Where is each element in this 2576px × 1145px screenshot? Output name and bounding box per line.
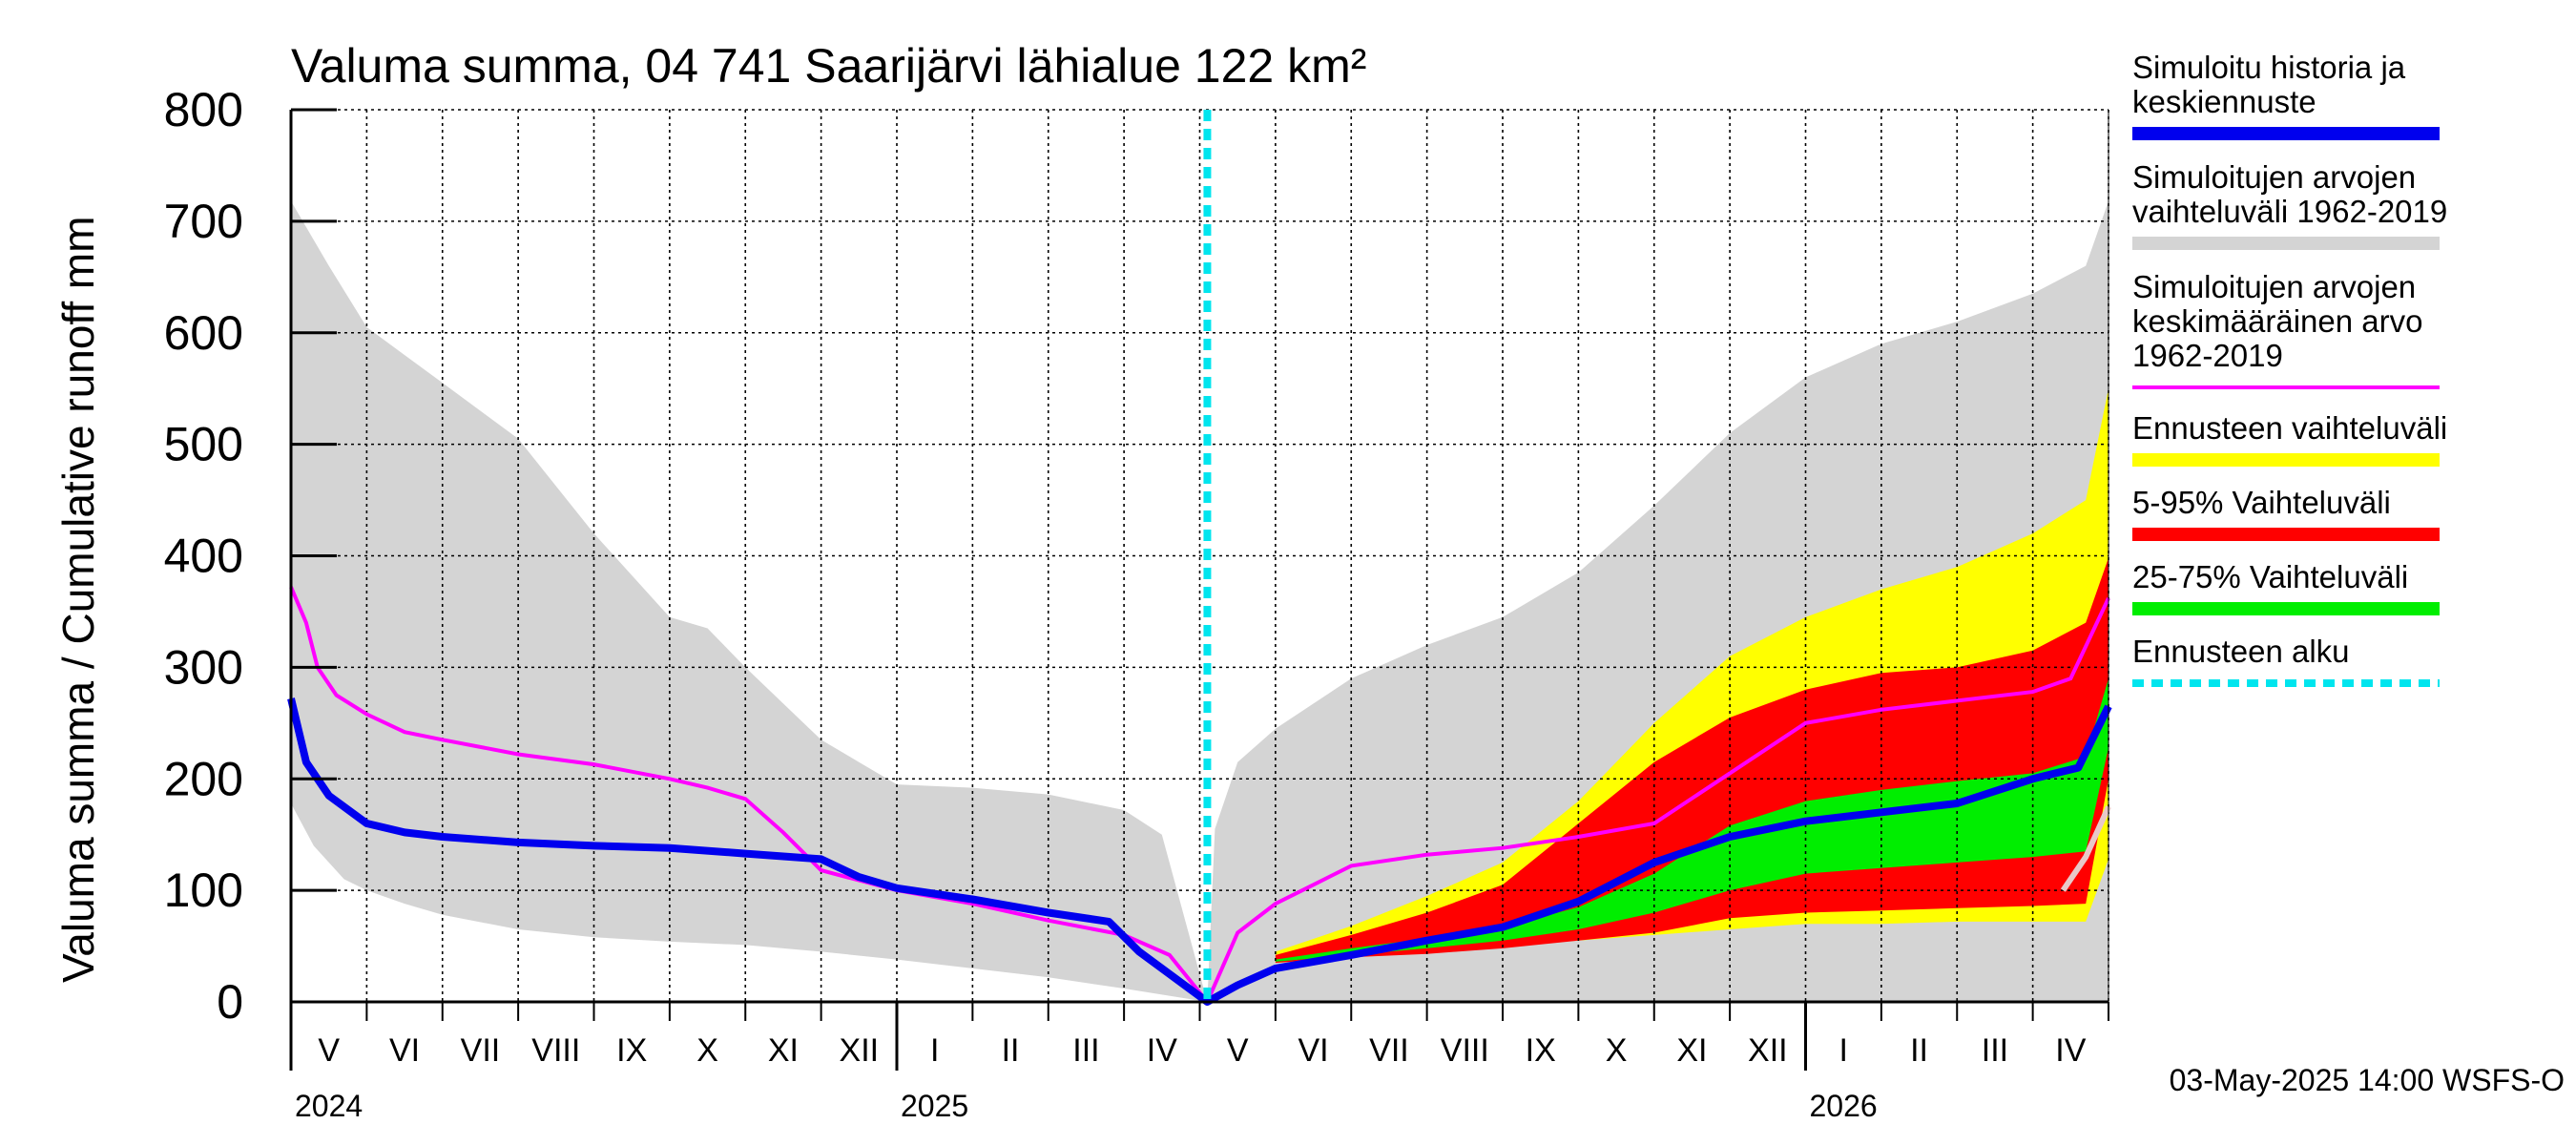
y-tick-label: 200 <box>164 752 243 805</box>
month-label: IV <box>1147 1032 1177 1069</box>
y-tick-label: 600 <box>164 306 243 360</box>
month-label: XII <box>1748 1032 1788 1069</box>
month-label: XI <box>768 1032 799 1069</box>
legend-label: keskiennuste <box>2132 84 2316 119</box>
legend-label: 5-95% Vaihteluväli <box>2132 485 2391 520</box>
month-label: VI <box>389 1032 420 1069</box>
legend-swatch <box>2132 528 2440 541</box>
legend-label: 25-75% Vaihteluväli <box>2132 559 2408 594</box>
legend: Simuloitu historia jakeskiennusteSimuloi… <box>2132 50 2447 687</box>
month-label: III <box>1072 1032 1099 1069</box>
year-label: 2024 <box>295 1089 363 1123</box>
line-layer <box>287 110 2112 1006</box>
legend-swatch <box>2132 127 2440 140</box>
legend-label: Ennusteen vaihteluväli <box>2132 410 2447 446</box>
band-layer <box>291 200 2109 1003</box>
month-label: VI <box>1298 1032 1329 1069</box>
y-tick-label: 0 <box>217 975 243 1029</box>
month-label: V <box>318 1032 340 1069</box>
month-label: I <box>930 1032 939 1069</box>
month-label: VIII <box>1441 1032 1489 1069</box>
footer-timestamp: 03-May-2025 14:00 WSFS-O <box>2170 1063 2565 1097</box>
grid-layer <box>290 109 2109 1003</box>
month-label: X <box>1606 1032 1628 1069</box>
year-label: 2025 <box>901 1089 968 1123</box>
simulated-forecast-line <box>287 697 2112 1006</box>
legend-label: Ennusteen alku <box>2132 634 2350 669</box>
month-label: VIII <box>531 1032 580 1069</box>
month-label: III <box>1982 1032 2008 1069</box>
month-label: VII <box>461 1032 501 1069</box>
month-label: VII <box>1369 1032 1409 1069</box>
month-label: XI <box>1676 1032 1707 1069</box>
month-label: V <box>1227 1032 1249 1069</box>
y-tick-label: 300 <box>164 640 243 694</box>
y-tick-label: 500 <box>164 418 243 471</box>
month-label: I <box>1839 1032 1847 1069</box>
history-range-band <box>291 200 1208 1003</box>
month-label: II <box>1910 1032 1928 1069</box>
legend-label: Simuloitujen arvojen <box>2132 269 2416 304</box>
month-label: II <box>1002 1032 1020 1069</box>
legend-swatch <box>2132 602 2440 615</box>
chart-title: Valuma summa, 04 741 Saarijärvi lähialue… <box>291 39 1366 93</box>
legend-label: 1962-2019 <box>2132 338 2283 373</box>
legend-item: Ennusteen vaihteluväli <box>2132 410 2447 467</box>
month-label: IX <box>1526 1032 1556 1069</box>
legend-item: 25-75% Vaihteluväli <box>2132 559 2440 615</box>
y-tick-label: 100 <box>164 864 243 917</box>
legend-label: keskimääräinen arvo <box>2132 303 2422 339</box>
year-label: 2026 <box>1810 1089 1878 1123</box>
y-tick-label: 800 <box>164 83 243 136</box>
y-tick-label: 400 <box>164 530 243 583</box>
p25-75-band <box>1275 678 2109 962</box>
month-label: IV <box>2055 1032 2086 1069</box>
legend-label: Simuloitujen arvojen <box>2132 159 2416 195</box>
legend-label: Simuloitu historia ja <box>2132 50 2406 85</box>
month-label: XII <box>840 1032 880 1069</box>
median-light-line <box>2060 805 2111 892</box>
y-tick-label: 700 <box>164 195 243 248</box>
legend-item: 5-95% Vaihteluväli <box>2132 485 2440 541</box>
legend-item: Ennusteen alku <box>2132 634 2440 687</box>
month-label: X <box>696 1032 718 1069</box>
legend-swatch <box>2132 453 2440 467</box>
legend-swatch <box>2132 237 2440 250</box>
y-axis-label: Valuma summa / Cumulative runoff mm <box>53 216 103 983</box>
month-label: IX <box>616 1032 647 1069</box>
legend-label: vaihteluväli 1962-2019 <box>2132 194 2447 229</box>
